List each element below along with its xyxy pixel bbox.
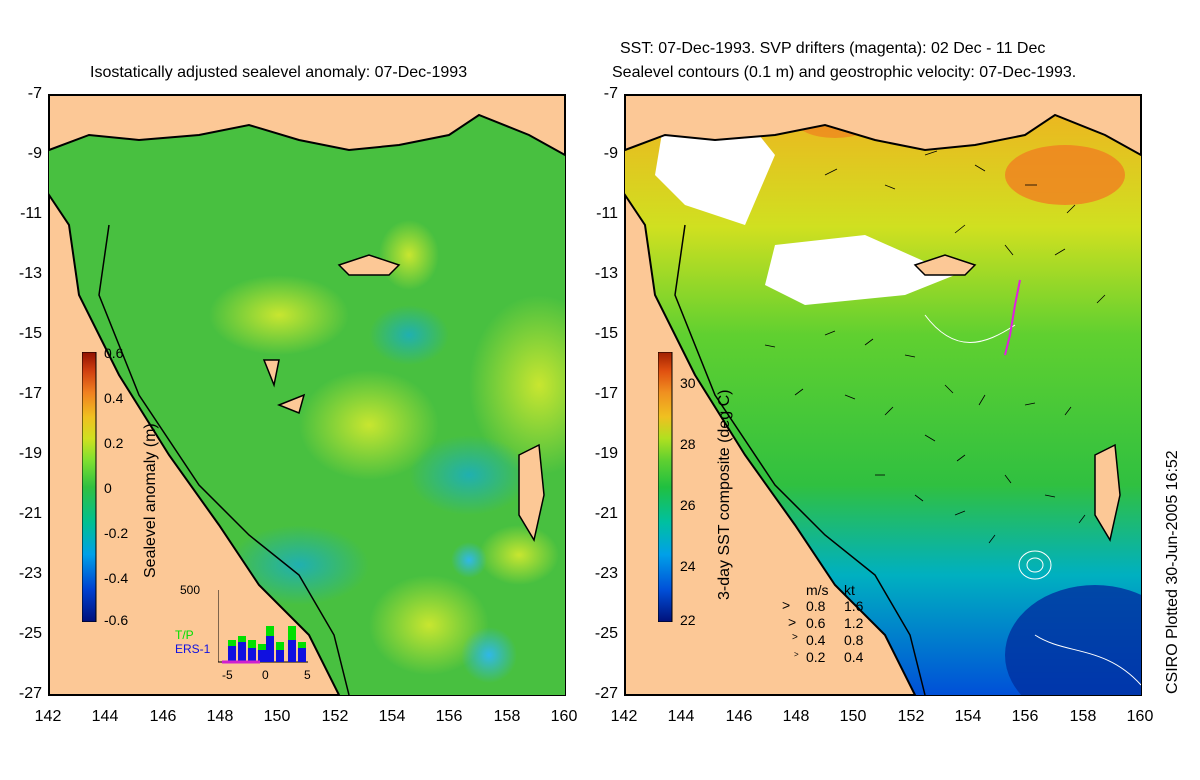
left-map-title: Isostatically adjusted sealevel anomaly:… — [90, 64, 468, 81]
left-colorbar-tick: 0.6 — [104, 345, 124, 361]
lon-tick: 158 — [1069, 708, 1097, 725]
lon-tick: 144 — [667, 708, 695, 725]
lat-tick: -27 — [594, 685, 618, 702]
lon-tick: 160 — [550, 708, 578, 725]
velocity-legend-kt: 0.4 — [844, 649, 864, 665]
right-map-title-line1: SST: 07-Dec-1993. SVP drifters (magenta)… — [620, 40, 1046, 57]
lon-tick: 144 — [91, 708, 119, 725]
inset-ymax: 500 — [180, 583, 201, 597]
lon-tick: 142 — [610, 708, 638, 725]
left-colorbar-tick: -0.4 — [104, 570, 129, 586]
velocity-legend-header-ms: m/s — [806, 582, 829, 598]
lat-tick: -19 — [18, 445, 42, 462]
left-map-canvas — [49, 95, 565, 695]
inset-xtick: 0 — [262, 668, 269, 682]
lon-tick: 160 — [1126, 708, 1154, 725]
lat-tick: -9 — [603, 145, 618, 162]
velocity-legend-kt: 0.8 — [844, 632, 864, 648]
left-colorbar-tick: 0 — [104, 480, 112, 496]
lat-tick: -25 — [18, 625, 42, 642]
velocity-legend-ms: 0.2 — [806, 649, 826, 665]
lon-tick: 154 — [954, 708, 982, 725]
velocity-legend-header-kt: kt — [844, 582, 855, 598]
lat-tick: -11 — [20, 205, 42, 222]
lat-tick: -25 — [594, 625, 618, 642]
lat-tick: -13 — [594, 265, 618, 282]
velocity-legend-arrow: > — [788, 614, 797, 630]
inset-histogram — [218, 590, 308, 664]
lat-tick: -15 — [594, 325, 618, 342]
velocity-legend-arrow: > — [782, 597, 791, 613]
lon-tick: 148 — [206, 708, 234, 725]
left-map-panel — [48, 94, 566, 696]
inset-legend-tp: T/P — [175, 628, 194, 642]
inset-legend-ers1: ERS-1 — [175, 642, 211, 656]
lat-tick: -23 — [594, 565, 618, 582]
lon-tick: 152 — [321, 708, 349, 725]
lat-tick: -11 — [596, 205, 618, 222]
right-colorbar-tick: 22 — [680, 612, 696, 628]
lon-tick: 142 — [34, 708, 62, 725]
velocity-legend-ms: 0.4 — [806, 632, 826, 648]
lat-tick: -21 — [18, 505, 42, 522]
lat-tick: -27 — [18, 685, 42, 702]
lon-tick: 146 — [149, 708, 177, 725]
lon-tick: 158 — [493, 708, 521, 725]
velocity-legend-arrow: > — [792, 632, 798, 643]
right-colorbar-tick: 26 — [680, 497, 696, 513]
right-map-panel — [624, 94, 1142, 696]
left-colorbar-tick: -0.6 — [104, 612, 129, 628]
lat-tick: -17 — [18, 385, 42, 402]
inset-xtick: -5 — [222, 668, 233, 682]
velocity-legend-arrow: > — [794, 650, 799, 659]
lon-tick: 154 — [378, 708, 406, 725]
lat-tick: -19 — [594, 445, 618, 462]
right-map-canvas — [625, 95, 1141, 695]
left-colorbar-tick: 0.2 — [104, 435, 124, 451]
right-colorbar-tick: 30 — [680, 375, 696, 391]
lat-tick: -13 — [18, 265, 42, 282]
lon-tick: 156 — [1011, 708, 1039, 725]
inset-xtick: 5 — [304, 668, 311, 682]
left-colorbar-label: Sealevel anomaly (m) — [142, 423, 159, 578]
lon-tick: 156 — [435, 708, 463, 725]
right-colorbar-tick: 28 — [680, 436, 696, 452]
lat-tick: -7 — [603, 85, 618, 102]
right-colorbar-tick: 24 — [680, 558, 696, 574]
lon-tick: 150 — [263, 708, 291, 725]
lat-tick: -9 — [27, 145, 42, 162]
lon-tick: 146 — [725, 708, 753, 725]
lon-tick: 152 — [897, 708, 925, 725]
left-colorbar-tick: -0.2 — [104, 525, 129, 541]
lat-tick: -21 — [594, 505, 618, 522]
velocity-legend-ms: 0.6 — [806, 615, 826, 631]
velocity-legend-kt: 1.2 — [844, 615, 864, 631]
lat-tick: -15 — [18, 325, 42, 342]
right-colorbar-label: 3-day SST composite (deg C) — [716, 389, 733, 600]
lat-tick: -17 — [594, 385, 618, 402]
lat-tick: -7 — [27, 85, 42, 102]
plot-credit: CSIRO Plotted 30-Jun-2005 16:52 — [1164, 450, 1181, 694]
lat-tick: -23 — [18, 565, 42, 582]
right-colorbar — [658, 352, 673, 622]
right-map-title-line2: Sealevel contours (0.1 m) and geostrophi… — [612, 64, 1077, 81]
velocity-legend-ms: 0.8 — [806, 598, 826, 614]
velocity-legend-kt: 1.6 — [844, 598, 864, 614]
left-colorbar — [82, 352, 97, 622]
lon-tick: 148 — [782, 708, 810, 725]
lon-tick: 150 — [839, 708, 867, 725]
left-colorbar-tick: 0.4 — [104, 390, 124, 406]
